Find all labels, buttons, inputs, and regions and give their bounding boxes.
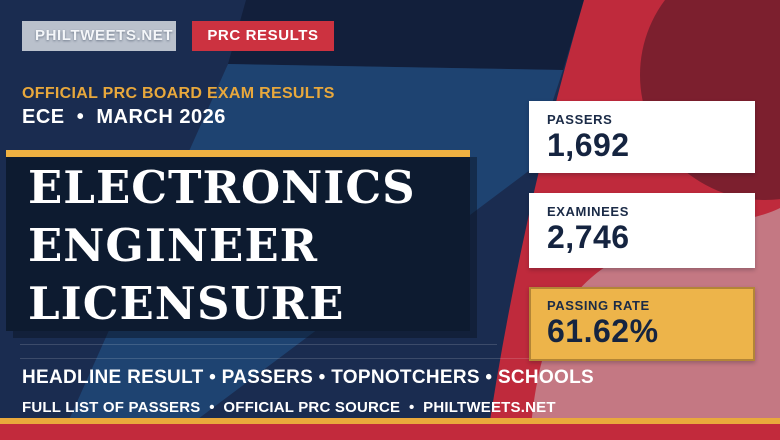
footer-sources: FULL LIST OF PASSERS • OFFICIAL PRC SOUR… [22,399,556,416]
bg-navy-dark-wedge [228,0,584,70]
page-title: ELECTRONICS ENGINEER LICENSURE [28,159,416,333]
title-line-2: ENGINEER [28,219,319,272]
gold-accent-bar [6,150,470,157]
stat-label: PASSING RATE [547,298,650,313]
exam-line: ECE • MARCH 2026 [22,106,226,128]
title-panel: ELECTRONICS ENGINEER LICENSURE [6,150,470,331]
prc-results-badge: PRC RESULTS [192,21,334,51]
title-line-1: ELECTRONICS [28,161,416,214]
stat-label: PASSERS [547,112,613,127]
bottom-red-strip [0,424,780,440]
divider-line-lower [20,358,548,359]
stat-label: EXAMINEES [547,204,629,219]
title-line-3: LICENSURE [28,277,345,330]
kicker-text: OFFICIAL PRC BOARD EXAM RESULTS [22,85,335,102]
bottom-gold-strip [0,418,780,424]
footer-categories: HEADLINE RESULT • PASSERS • TOPNOTCHERS … [22,367,594,388]
divider-line-upper [20,344,497,345]
stat-card-passing-rate: PASSING RATE 61.62% [529,287,755,361]
stat-card-examinees: EXAMINEES 2,746 [529,193,755,268]
stat-value: 1,692 [547,127,630,163]
stat-value: 61.62% [547,313,659,349]
stat-value: 2,746 [547,219,630,255]
stat-card-passers: PASSERS 1,692 [529,101,755,173]
brand-badge: PHILTWEETS.NET [22,21,176,51]
